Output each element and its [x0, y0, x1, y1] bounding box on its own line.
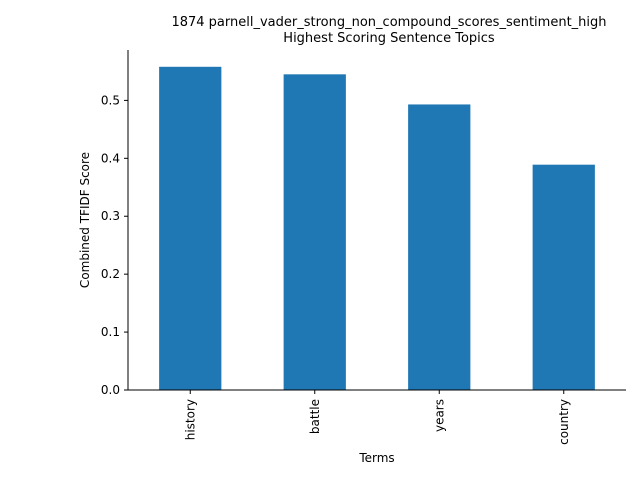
- x-tick-label: years: [432, 399, 446, 432]
- bar-history: [159, 66, 222, 390]
- bar-years: [408, 104, 471, 390]
- x-tick-label: battle: [308, 399, 322, 434]
- y-tick-label: 0.0: [101, 383, 120, 397]
- y-axis-label: Combined TFIDF Score: [78, 152, 92, 288]
- x-axis-label: Terms: [358, 451, 394, 465]
- x-ticks: history battle years country: [183, 390, 571, 445]
- y-tick-label: 0.3: [101, 209, 120, 223]
- bar-country: [532, 164, 595, 390]
- x-tick-label: country: [557, 399, 571, 445]
- y-tick-label: 0.5: [101, 93, 120, 107]
- x-tick-label: history: [183, 399, 197, 440]
- chart-subtitle: Highest Scoring Sentence Topics: [283, 31, 495, 46]
- y-tick-label: 0.4: [101, 151, 120, 165]
- chart-title: 1874 parnell_vader_strong_non_compound_s…: [171, 15, 606, 30]
- bar-battle: [283, 74, 346, 390]
- y-ticks: 0.0 0.1 0.2 0.3 0.4 0.5: [101, 93, 128, 397]
- y-tick-label: 0.1: [101, 325, 120, 339]
- bars-group: [159, 66, 595, 390]
- y-tick-label: 0.2: [101, 267, 120, 281]
